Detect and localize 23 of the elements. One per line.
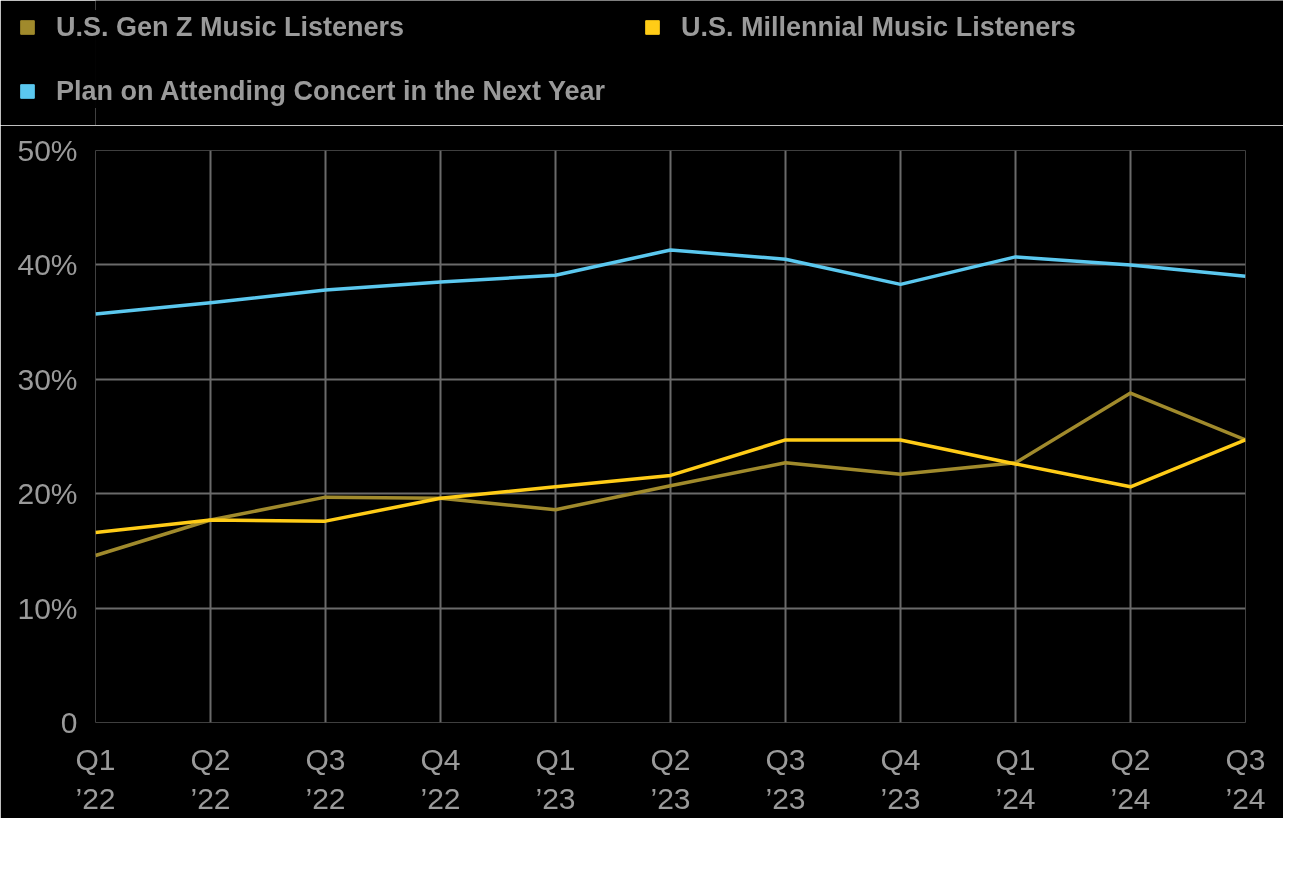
x-tick-label: Q3 ’23 [765,742,806,816]
x-tick-label: Q1 ’23 [535,742,576,816]
y-tick-label: 10% [17,591,78,625]
y-tick-label: 0 [60,706,78,739]
x-tick-label: Q4 ’22 [420,742,461,816]
x-tick-label: Q1 ’22 [75,742,116,816]
x-tick-label: Q4 ’23 [880,742,921,816]
y-tick-label: 30% [17,362,78,396]
y-tick-label: 50% [17,134,78,167]
legend-label: Plan on Attending Concert in the Next Year [56,75,606,107]
line-series [95,248,1246,316]
x-tick-label: Q1 ’24 [995,742,1036,816]
legend-label: U.S. Millennial Music Listeners [681,11,1076,43]
y-tick-label: 40% [17,248,78,282]
line-series [95,391,1246,558]
legend-label: U.S. Gen Z Music Listeners [56,11,405,43]
x-tick-label: Q2 ’22 [190,742,231,816]
line-series [95,438,1246,535]
y-tick-label: 20% [17,477,78,511]
x-tick-label: Q3 ’22 [305,742,346,816]
x-tick-label: Q2 ’24 [1110,742,1151,816]
x-tick-label: Q2 ’23 [650,742,691,816]
x-tick-label: Q3 ’24 [1225,742,1266,816]
